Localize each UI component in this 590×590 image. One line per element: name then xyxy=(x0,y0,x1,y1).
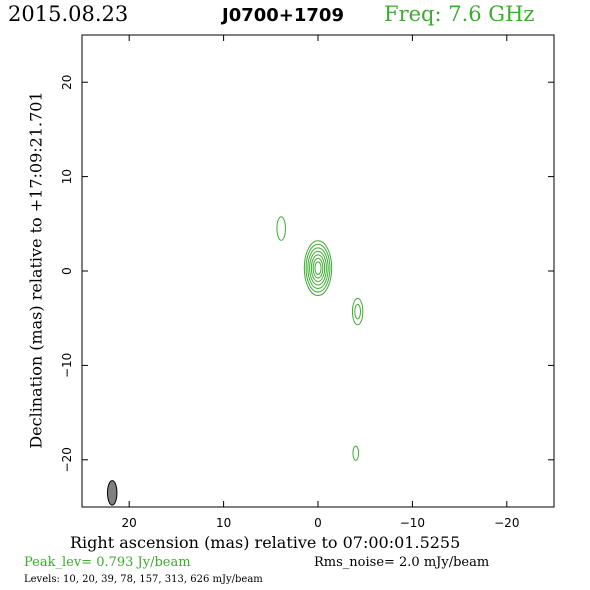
contour-ellipse xyxy=(303,240,333,297)
contour-ellipse xyxy=(309,250,327,286)
x-tick-label: 0 xyxy=(314,516,322,530)
x-tick-label: 10 xyxy=(216,516,231,530)
contour-ellipse xyxy=(351,297,364,326)
contour-components xyxy=(276,216,364,461)
contour-ellipse xyxy=(276,216,286,241)
plot-frame xyxy=(81,34,555,508)
y-axis-label: Declination (mas) relative to +17:09:21.… xyxy=(26,91,46,449)
x-tick-label: −20 xyxy=(494,516,519,530)
rms-noise: Rms_noise= 2.0 mJy/beam xyxy=(314,555,490,570)
source-name: J0700+1709 xyxy=(222,5,344,26)
y-tick-label: −20 xyxy=(60,447,74,472)
contour-ellipse xyxy=(312,257,324,279)
contour-ellipse xyxy=(310,254,326,282)
contour-ellipse xyxy=(352,445,360,461)
x-tick-label: 20 xyxy=(122,516,137,530)
axis-ticks xyxy=(82,35,554,507)
beam-ellipse xyxy=(106,480,118,506)
restoring-beam xyxy=(106,480,118,506)
axis-tick-labels: 20 10 0 −10 −20 20 10 0 −10 −20 xyxy=(60,75,519,530)
x-axis-label: Right ascension (mas) relative to 07:00:… xyxy=(70,533,461,552)
y-tick-label: 10 xyxy=(60,169,74,184)
y-tick-label: −10 xyxy=(60,353,74,378)
contour-ellipse xyxy=(314,261,322,275)
y-tick-label: 0 xyxy=(60,267,74,275)
contour-ellipse xyxy=(305,243,331,293)
peak-level: Peak_lev= 0.793 Jy/beam xyxy=(24,555,191,570)
y-tick-label: 20 xyxy=(60,75,74,90)
x-tick-label: −10 xyxy=(400,516,425,530)
contour-ellipse xyxy=(354,303,362,320)
contour-levels: Levels: 10, 20, 39, 78, 157, 313, 626 mJ… xyxy=(24,574,263,585)
observation-date: 2015.08.23 xyxy=(8,2,129,26)
frequency-label: Freq: 7.6 GHz xyxy=(384,2,535,26)
contour-ellipse xyxy=(307,247,329,290)
